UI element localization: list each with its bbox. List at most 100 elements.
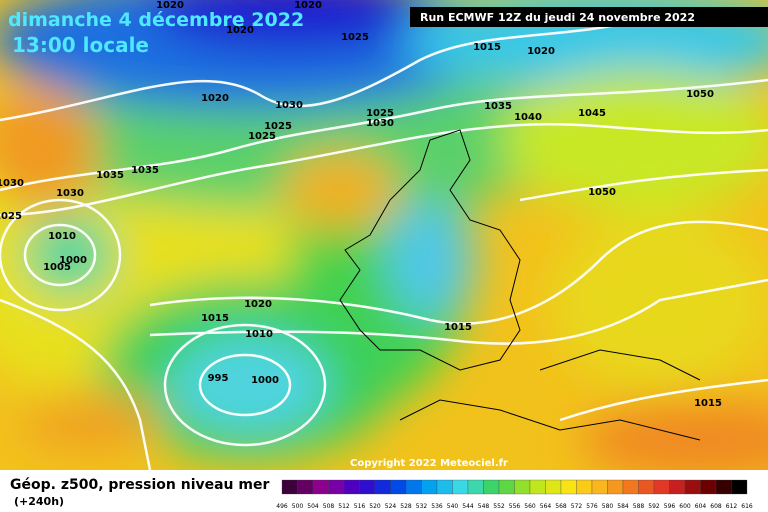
scale-swatch	[591, 479, 608, 495]
scale-label: 524	[385, 503, 397, 510]
isobar-label: 1025	[366, 108, 394, 119]
isobar-label: 1035	[131, 165, 159, 176]
scale-swatch	[328, 479, 345, 495]
isobar-label: 1035	[484, 101, 512, 112]
scale-label: 548	[478, 503, 490, 510]
scale-swatch	[483, 479, 500, 495]
lead-time: (+240h)	[14, 495, 64, 508]
scale-label: 576	[586, 503, 598, 510]
scale-swatch	[467, 479, 484, 495]
scale-swatch	[374, 479, 391, 495]
isobar-label: 1030	[56, 188, 84, 199]
scale-swatch	[281, 479, 298, 495]
isobar-label: 1010	[245, 329, 273, 340]
isobar-label: 1025	[341, 32, 369, 43]
scale-label: 572	[571, 503, 583, 510]
isobar-label: 1020	[156, 0, 184, 11]
isobar-label: 1000	[59, 255, 87, 266]
scale-label: 528	[400, 503, 412, 510]
scale-label: 560	[524, 503, 536, 510]
scale-label: 536	[431, 503, 443, 510]
scale-swatch	[669, 479, 686, 495]
scale-label: 496	[276, 503, 288, 510]
scale-swatch	[405, 479, 422, 495]
scale-label: 512	[338, 503, 350, 510]
scale-label: 608	[710, 503, 722, 510]
scale-swatch	[576, 479, 593, 495]
isobar-label: 1020	[201, 93, 229, 104]
scale-label: 516	[354, 503, 366, 510]
isobar-label: 1005	[43, 262, 71, 273]
scale-swatch	[607, 479, 624, 495]
scale-label: 520	[369, 503, 381, 510]
date: dimanche 4 décembre 2022	[8, 9, 304, 31]
scale-label: 564	[540, 503, 552, 510]
scale-swatch	[529, 479, 546, 495]
scale-label: 552	[493, 503, 505, 510]
scale-swatch	[436, 479, 453, 495]
isobar-label: 1045	[578, 108, 606, 119]
scale-label: 584	[617, 503, 629, 510]
isobar-label: 1015	[694, 398, 722, 409]
isobar-label: 1010	[48, 231, 76, 242]
scale-label: 500	[292, 503, 304, 510]
field	[0, 0, 768, 470]
isobar-label: 1040	[514, 112, 542, 123]
isobar-label: 1035	[96, 170, 124, 181]
copyright: Copyright 2022 Meteociel.fr	[350, 458, 508, 469]
scale-label: 600	[679, 503, 691, 510]
scale-swatch	[684, 479, 701, 495]
scale-swatch	[653, 479, 670, 495]
isobar-label: 1015	[444, 322, 472, 333]
isobar-label: 1015	[473, 42, 501, 53]
isobar-label: 995	[208, 373, 229, 384]
isobar-label: 1020	[527, 46, 555, 57]
isobar-label: 1020	[294, 0, 322, 11]
isobar-label: 1020	[244, 299, 272, 310]
scale-label: 544	[462, 503, 474, 510]
scale-label: 580	[602, 503, 614, 510]
time: 13:00 locale	[12, 33, 149, 57]
scale-label: 504	[307, 503, 319, 510]
scale-swatch	[638, 479, 655, 495]
scale-swatch	[452, 479, 469, 495]
isobar-label: 1030	[0, 178, 24, 189]
scale-swatch	[715, 479, 732, 495]
scale-label: 592	[648, 503, 660, 510]
isobar-label: 1025	[0, 211, 22, 222]
isobar-label: 1020	[226, 25, 254, 36]
scale-label: 540	[447, 503, 459, 510]
scale-label: 604	[695, 503, 707, 510]
scale-swatch	[390, 479, 407, 495]
scale-swatch	[560, 479, 577, 495]
scale-label: 532	[416, 503, 428, 510]
scale-label: 568	[555, 503, 567, 510]
scale-label: 612	[726, 503, 738, 510]
scale-swatch	[359, 479, 376, 495]
scale-label: 596	[664, 503, 676, 510]
scale-swatch	[545, 479, 562, 495]
scale-swatch	[312, 479, 329, 495]
scale-swatch	[421, 479, 438, 495]
run-info: Run ECMWF 12Z du jeudi 24 novembre 2022	[420, 11, 695, 24]
isobar-label: 1030	[366, 118, 394, 129]
isobar-label: 1050	[686, 89, 714, 100]
scale-swatch	[514, 479, 531, 495]
scale-label: 588	[633, 503, 645, 510]
isobar-label: 1025	[248, 131, 276, 142]
scale-swatch	[343, 479, 360, 495]
isobar-label: 1050	[588, 187, 616, 198]
legend-title: Géop. z500, pression niveau mer	[10, 477, 269, 493]
isobar-label: 1030	[275, 100, 303, 111]
scale-swatch	[498, 479, 515, 495]
scale-swatch	[731, 479, 748, 495]
scale-swatch	[622, 479, 639, 495]
isobar-label: 1015	[201, 313, 229, 324]
scale-label: 616	[741, 503, 753, 510]
isobar-label: 1025	[264, 121, 292, 132]
scale-label: 508	[323, 503, 335, 510]
scale-label: 556	[509, 503, 521, 510]
isobar-label: 1000	[251, 375, 279, 386]
